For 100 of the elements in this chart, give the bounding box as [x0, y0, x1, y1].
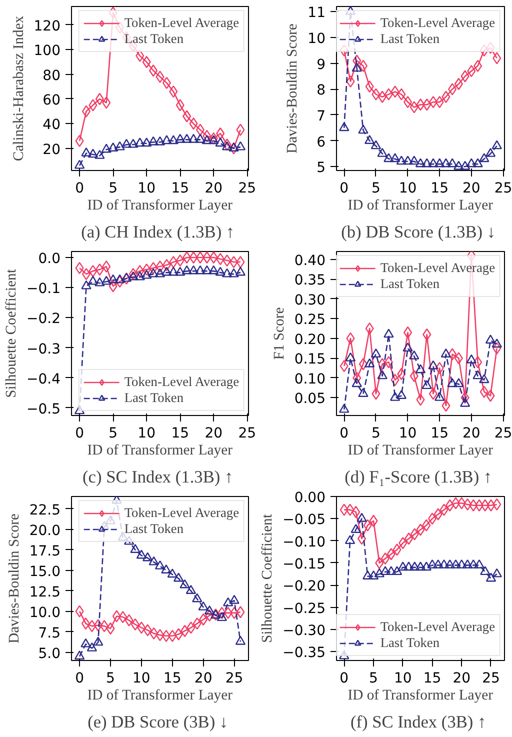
x-tick-label: 15	[171, 426, 190, 442]
text: (c) SC Index (1.3B) ↑	[82, 468, 234, 486]
x-tick-label: 15	[430, 180, 449, 196]
y-tick-label: 20	[42, 142, 61, 158]
legend-label: Last Token	[124, 31, 184, 47]
x-tick-label: 15	[171, 180, 190, 196]
y-tick-label: 0.0	[38, 251, 60, 268]
y-tick-label: 0.35	[294, 272, 326, 289]
x-tick-label: 10	[398, 426, 417, 442]
y-tick-label: −0.20	[282, 578, 326, 595]
x-tick-label: 0	[340, 180, 349, 196]
y-tick-label: 5.0	[38, 646, 60, 662]
legend-label: Token-Level Average	[124, 505, 239, 521]
y-tick-label: 0.30	[294, 292, 326, 308]
y-tick-label: 5	[316, 160, 326, 176]
x-axis-title: ID of Transformer Layer	[348, 688, 494, 704]
y-tick-label: 0.10	[294, 371, 326, 388]
text: (e) DB Score (3B) ↓	[88, 712, 228, 732]
y-tick-label: 9	[316, 56, 326, 73]
x-tick-label: 10	[132, 670, 150, 686]
x-tick-label: 5	[372, 426, 380, 442]
x-tick-label: 0	[75, 426, 84, 442]
legend-label: Last Token	[380, 31, 440, 47]
x-tick-label: 25	[494, 180, 512, 196]
y-axis-title: Silhouette Coefficient	[260, 514, 276, 643]
y-tick-label: 0.40	[294, 252, 326, 269]
legend-label: Last Token	[380, 276, 440, 292]
text: (b) DB Score (1.3B) ↓	[341, 222, 496, 242]
x-tick-label: 20	[462, 426, 480, 442]
y-tick-label: 0.20	[294, 332, 326, 348]
y-tick-label: −0.30	[282, 622, 326, 639]
y-tick-label: −0.4	[26, 371, 61, 388]
x-tick-label: 20	[194, 670, 212, 686]
x-tick-label: 20	[452, 670, 471, 686]
x-tick-label: 10	[394, 670, 412, 686]
x-tick-label: 5	[108, 426, 118, 442]
x-axis-title: ID of Transformer Layer	[348, 442, 494, 458]
legend-label: Token-Level Average	[124, 374, 239, 390]
x-tick-label: 0	[75, 670, 84, 686]
y-tick-label: −0.35	[282, 645, 326, 662]
legend-label: Last Token	[380, 635, 440, 651]
y-tick-label: 120	[34, 18, 61, 34]
y-tick-label: −0.10	[282, 534, 326, 550]
y-tick-label: 7.5	[38, 625, 60, 642]
text: (d) F₁-Score (1.3B) ↑	[344, 468, 492, 486]
x-tick-label: 15	[430, 426, 449, 442]
legend-label: Token-Level Average	[380, 15, 495, 31]
x-tick-label: 5	[372, 180, 380, 196]
y-tick-label: 0.15	[294, 352, 326, 368]
y-tick-label: −0.5	[26, 401, 61, 418]
x-tick-label: 20	[462, 180, 480, 196]
text: (f) SC Index (3B) ↑	[350, 712, 486, 732]
y-tick-label: −0.3	[26, 341, 61, 358]
y-tick-label: −0.05	[282, 512, 326, 528]
x-axis-title: ID of Transformer Layer	[348, 198, 494, 214]
y-tick-label: −0.15	[282, 556, 326, 572]
x-tick-label: 10	[138, 426, 156, 442]
x-tick-label: 25	[238, 180, 256, 196]
x-tick-label: 5	[106, 670, 115, 686]
x-axis-title: ID of Transformer Layer	[87, 442, 233, 458]
x-tick-label: 5	[369, 670, 378, 686]
y-tick-label: 8	[316, 82, 326, 99]
y-tick-label: 80	[42, 68, 61, 84]
x-tick-label: 15	[163, 670, 182, 686]
legend-label: Token-Level Average	[380, 260, 495, 276]
x-axis-title: ID of Transformer Layer	[87, 688, 233, 704]
y-tick-label: −0.1	[26, 281, 61, 298]
y-tick-label: 0.25	[294, 312, 326, 328]
y-tick-label: 20.0	[29, 522, 60, 539]
y-tick-label: 10.0	[29, 604, 60, 621]
y-tick-label: 6	[316, 134, 326, 150]
y-tick-label: 11	[308, 5, 326, 22]
y-tick-label: 10	[308, 30, 326, 47]
y-tick-label: 22.5	[29, 502, 60, 518]
y-tick-label: −0.25	[282, 600, 326, 617]
x-tick-label: 20	[204, 426, 223, 442]
y-axis-title: Silhouette Coefficient	[4, 269, 20, 398]
legend-label: Token-Level Average	[380, 619, 495, 635]
x-tick-label: 0	[340, 670, 349, 686]
y-axis-title: Davies-Bouldin Score	[6, 514, 22, 644]
x-tick-label: 25	[482, 670, 500, 686]
y-tick-label: 0.05	[294, 391, 326, 408]
y-axis-title: Davies-Bouldin Score	[284, 24, 301, 154]
x-tick-label: 25	[238, 426, 256, 442]
legend-label: Last Token	[124, 390, 184, 406]
y-axis-title: F1 Score	[271, 307, 288, 360]
y-axis-title: Calinski-Harabasz Index	[10, 15, 27, 162]
y-tick-label: 100	[34, 43, 61, 60]
y-tick-label: 60	[42, 92, 61, 108]
x-tick-label: 5	[108, 180, 118, 196]
y-tick-label: 40	[42, 117, 61, 134]
x-axis-title: ID of Transformer Layer	[87, 198, 233, 214]
x-tick-label: 20	[204, 180, 223, 196]
x-tick-label: 0	[340, 426, 349, 442]
y-tick-label: 15.0	[29, 564, 60, 580]
x-tick-label: 15	[423, 670, 442, 686]
text: (a) CH Index (1.3B) ↑	[81, 222, 235, 242]
legend-label: Token-Level Average	[124, 15, 239, 31]
y-tick-label: 12.5	[29, 584, 60, 600]
x-tick-label: 0	[75, 180, 84, 196]
